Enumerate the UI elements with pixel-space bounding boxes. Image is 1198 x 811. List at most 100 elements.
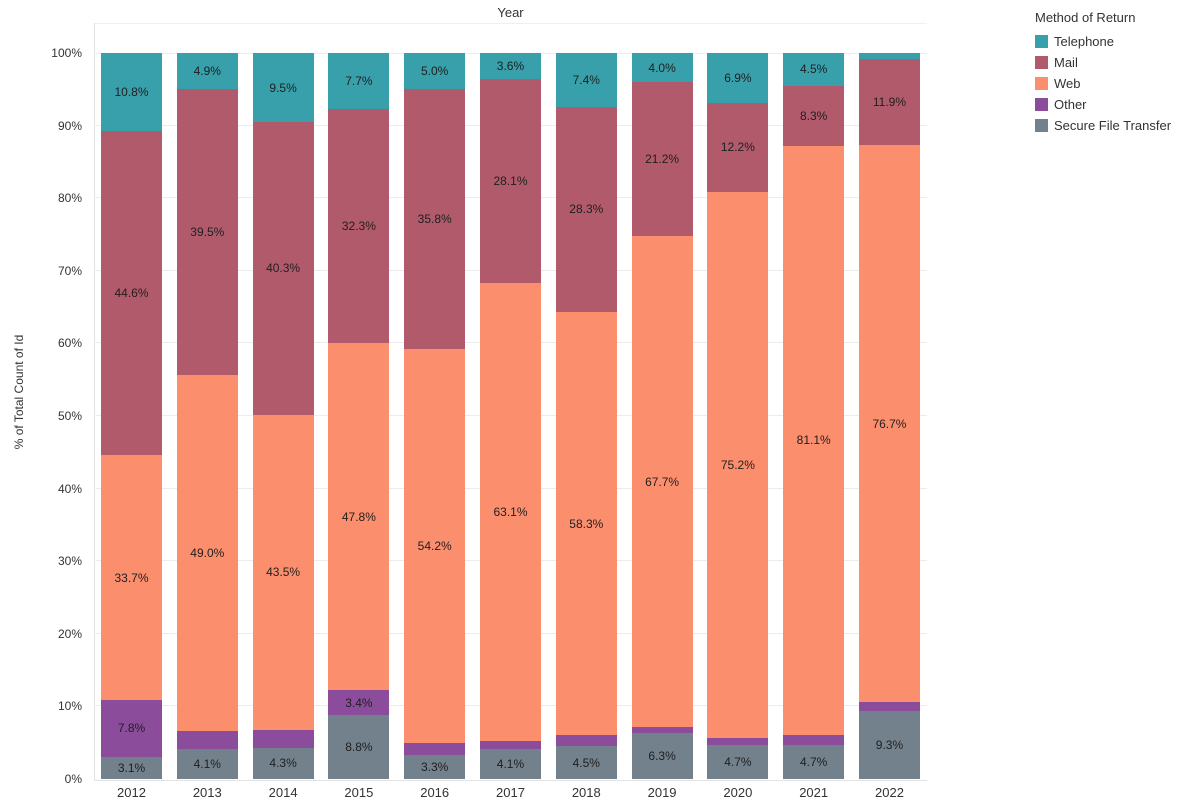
legend-swatch-icon [1035,118,1048,132]
segment-telephone-2018[interactable]: 7.4% [555,53,617,107]
plot-area: 3.1% 7.8% 33.7% 44.6% 10.8% 4.1% 49.0% 39.5% 4.9… [94,53,927,779]
segment-telephone-2016[interactable]: 5.0% [404,53,466,90]
segment-value-label: 5.0% [421,64,449,79]
segment-value-label: 47.8% [341,509,376,524]
segment-other-2018[interactable] [555,735,617,747]
segment-telephone-2012[interactable]: 10.8% [101,53,162,132]
segment-secure-file-transfer-2017[interactable]: 4.1% [479,749,541,779]
x-label-2018: 2018 [571,785,601,800]
segment-web-2016[interactable]: 54.2% [404,349,466,743]
segment-other-2022[interactable] [858,702,920,712]
segment-value-label: 4.9% [193,63,221,78]
x-label-2019: 2019 [647,785,677,800]
legend-item-other[interactable]: Other [1035,97,1198,112]
segment-other-2013[interactable] [176,731,238,750]
segment-value-label: 43.5% [266,565,301,580]
legend-label: Telephone [1054,33,1114,49]
segment-telephone-2017[interactable]: 3.6% [479,53,541,80]
y-tick-label-50: 50% [57,409,82,423]
bar-2013: 4.1% 49.0% 39.5% 4.9% [176,53,238,779]
segment-mail-2013[interactable]: 39.5% [176,88,238,376]
legend: Method of Return Telephone Mail Web Other Se… [1035,10,1198,139]
bar-2017: 4.1% 63.1% 28.1% 3.6% [479,53,541,779]
segment-other-2016[interactable] [404,742,466,756]
bar-2022: 9.3% 76.7% 11.9% [858,53,920,779]
x-label-2020: 2020 [723,785,753,800]
segment-web-2014[interactable]: 43.5% [252,414,314,731]
segment-secure-file-transfer-2019[interactable]: 6.3% [631,733,693,779]
segment-other-2020[interactable] [707,737,769,745]
legend-item-mail[interactable]: Mail [1035,55,1198,70]
segment-value-label: 4.1% [496,757,525,772]
segment-value-label: 49.0% [190,546,225,561]
segment-secure-file-transfer-2015[interactable]: 8.8% [328,715,390,779]
segment-secure-file-transfer-2022[interactable]: 9.3% [858,711,920,779]
segment-secure-file-transfer-2016[interactable]: 3.3% [404,755,466,779]
segment-value-label: 8.8% [345,740,373,755]
segment-web-2012[interactable]: 33.7% [101,455,162,700]
legend-swatch-icon [1035,34,1048,48]
segment-mail-2019[interactable]: 21.2% [631,82,693,236]
legend-item-telephone[interactable]: Telephone [1035,33,1198,49]
segment-value-label: 3.6% [496,59,525,74]
segment-telephone-2022[interactable] [858,53,920,59]
segment-secure-file-transfer-2021[interactable]: 4.7% [783,744,845,779]
segment-value-label: 32.3% [341,219,376,234]
segment-web-2021[interactable]: 81.1% [783,145,845,735]
segment-secure-file-transfer-2018[interactable]: 4.5% [555,746,617,779]
segment-value-label: 3.4% [345,695,373,710]
segment-value-label: 8.3% [799,108,828,123]
segment-mail-2012[interactable]: 44.6% [101,131,162,456]
segment-mail-2020[interactable]: 12.2% [707,103,769,192]
legend-swatch-icon [1035,55,1048,69]
x-label-2021: 2021 [799,785,829,800]
segment-value-label: 75.2% [720,457,755,472]
segment-web-2013[interactable]: 49.0% [176,375,238,732]
segment-web-2018[interactable]: 58.3% [555,312,617,736]
segment-telephone-2013[interactable]: 4.9% [176,53,238,89]
segment-secure-file-transfer-2020[interactable]: 4.7% [707,744,769,779]
segment-telephone-2014[interactable]: 9.5% [252,53,314,123]
y-tick-label-70: 70% [57,263,82,278]
plot-top-border [94,23,927,24]
segment-value-label: 7.7% [345,74,373,88]
segment-mail-2022[interactable]: 11.9% [858,58,920,146]
segment-other-2021[interactable] [783,734,845,745]
segment-other-2019[interactable] [631,727,693,734]
segment-mail-2017[interactable]: 28.1% [479,79,541,284]
segment-value-label: 4.5% [799,62,828,77]
segment-web-2015[interactable]: 47.8% [328,343,390,691]
segment-telephone-2020[interactable]: 6.9% [707,53,769,104]
y-tick-label-80: 80% [57,191,82,206]
segment-mail-2021[interactable]: 8.3% [783,85,845,146]
segment-value-label: 28.3% [569,202,604,217]
segment-other-2015[interactable]: 3.4% [328,690,390,716]
segment-value-label: 21.2% [645,152,680,167]
segment-mail-2014[interactable]: 40.3% [252,122,314,415]
bar-2012: 3.1% 7.8% 33.7% 44.6% 10.8% [101,53,162,779]
segment-other-2014[interactable] [252,730,314,748]
segment-mail-2016[interactable]: 35.8% [404,89,466,350]
segment-telephone-2015[interactable]: 7.7% [328,53,390,109]
segment-mail-2015[interactable]: 32.3% [328,108,390,344]
segment-web-2022[interactable]: 76.7% [858,145,920,703]
segment-mail-2018[interactable]: 28.3% [555,106,617,313]
bars: 3.1% 7.8% 33.7% 44.6% 10.8% 4.1% 49.0% 39.5% 4.9… [94,53,927,779]
segment-value-label: 10.8% [114,85,149,100]
segment-secure-file-transfer-2012[interactable]: 3.1% [101,756,162,779]
x-axis: 2012 2013 2014 2015 2016 2017 2018 2019 2020 2021… [94,785,927,800]
legend-item-secure-file-transfer[interactable]: Secure File Transfer [1035,118,1198,133]
segment-telephone-2021[interactable]: 4.5% [783,53,845,86]
segment-value-label: 81.1% [796,433,831,448]
legend-item-web[interactable]: Web [1035,76,1198,91]
segment-telephone-2019[interactable]: 4.0% [631,53,693,83]
legend-items: Telephone Mail Web Other Secure File Transfe… [1035,33,1198,133]
segment-web-2017[interactable]: 63.1% [479,283,541,742]
segment-web-2020[interactable]: 75.2% [707,191,769,738]
segment-other-2012[interactable]: 7.8% [101,699,162,757]
segment-secure-file-transfer-2013[interactable]: 4.1% [176,749,238,779]
segment-value-label: 4.7% [724,754,752,769]
segment-secure-file-transfer-2014[interactable]: 4.3% [252,747,314,779]
segment-other-2017[interactable] [479,741,541,750]
segment-web-2019[interactable]: 67.7% [631,235,693,728]
